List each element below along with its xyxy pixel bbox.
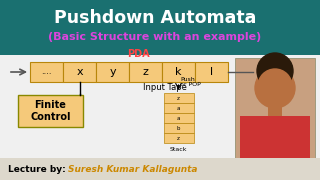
FancyBboxPatch shape: [162, 62, 195, 82]
FancyBboxPatch shape: [164, 103, 194, 113]
FancyBboxPatch shape: [164, 113, 194, 123]
Text: y: y: [109, 67, 116, 77]
FancyBboxPatch shape: [0, 55, 320, 180]
Text: k: k: [175, 67, 182, 77]
FancyBboxPatch shape: [235, 58, 315, 158]
FancyBboxPatch shape: [30, 62, 63, 82]
FancyBboxPatch shape: [164, 133, 194, 143]
FancyBboxPatch shape: [240, 116, 310, 158]
Text: Push
or POP: Push or POP: [180, 77, 201, 87]
Text: z: z: [143, 67, 148, 77]
Text: (Basic Structure with an example): (Basic Structure with an example): [48, 32, 262, 42]
Circle shape: [258, 69, 292, 103]
Circle shape: [257, 53, 293, 89]
FancyBboxPatch shape: [63, 62, 96, 82]
FancyBboxPatch shape: [268, 106, 282, 118]
Text: x: x: [76, 67, 83, 77]
Text: Suresh Kumar Kallagunta: Suresh Kumar Kallagunta: [68, 165, 197, 174]
Text: Input Tape: Input Tape: [143, 82, 187, 91]
FancyBboxPatch shape: [0, 158, 320, 180]
Text: b: b: [177, 125, 180, 130]
FancyBboxPatch shape: [18, 95, 83, 127]
FancyBboxPatch shape: [164, 123, 194, 133]
FancyBboxPatch shape: [195, 62, 228, 82]
FancyBboxPatch shape: [129, 62, 162, 82]
Circle shape: [255, 68, 295, 108]
FancyBboxPatch shape: [0, 0, 320, 55]
Text: l: l: [210, 67, 213, 77]
Text: Pushdown Automata: Pushdown Automata: [54, 9, 256, 27]
Text: z: z: [177, 136, 180, 141]
Text: Stack: Stack: [170, 147, 187, 152]
Text: ....: ....: [41, 68, 52, 76]
FancyBboxPatch shape: [164, 93, 194, 103]
Text: z: z: [177, 96, 180, 100]
Text: PDA: PDA: [127, 49, 149, 59]
Text: Lecture by:: Lecture by:: [8, 165, 69, 174]
Text: a: a: [177, 116, 180, 120]
Text: a: a: [177, 105, 180, 111]
FancyBboxPatch shape: [96, 62, 129, 82]
Text: Finite
Control: Finite Control: [30, 100, 71, 122]
